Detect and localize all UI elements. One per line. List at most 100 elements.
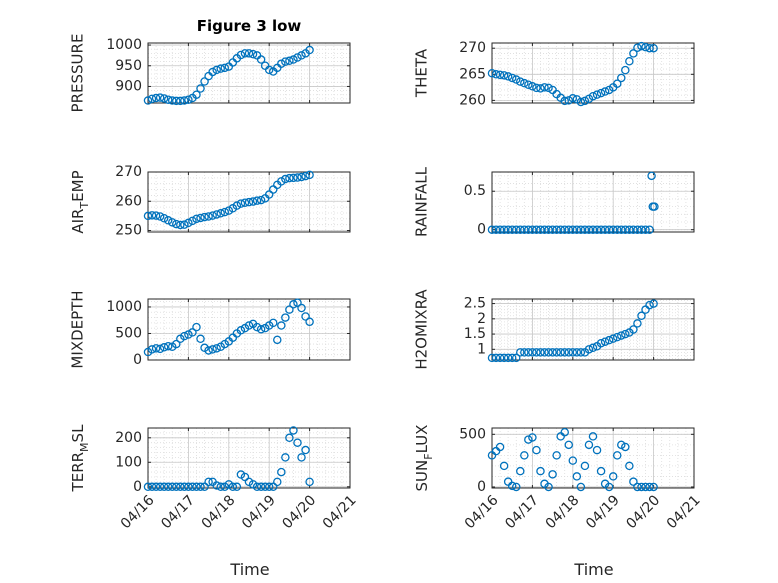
subplot-5: 0 500 1000 MIXDEPTH xyxy=(69,290,351,369)
data-point xyxy=(503,225,513,234)
y-axis-label-2: THETA xyxy=(413,48,431,98)
data-point xyxy=(629,225,638,234)
data-point xyxy=(576,482,586,492)
data-point xyxy=(200,212,209,222)
data-point xyxy=(524,225,533,234)
y-tick-label: 500 xyxy=(115,325,142,341)
data-point xyxy=(159,213,169,223)
data-point xyxy=(293,438,302,447)
data-point xyxy=(151,211,161,220)
data-point xyxy=(507,73,517,83)
data-point xyxy=(305,477,314,487)
data-point xyxy=(285,305,294,314)
data-point xyxy=(641,225,650,234)
data-point xyxy=(305,170,314,180)
data-point xyxy=(143,211,153,221)
y-axis-label-6: H2OMIXRA xyxy=(413,289,431,370)
data-point xyxy=(580,461,590,471)
data-point xyxy=(196,482,205,492)
data-point xyxy=(516,77,525,86)
y-tick-label: 200 xyxy=(115,430,142,446)
data-point xyxy=(584,225,594,234)
data-point xyxy=(216,64,225,73)
data-point xyxy=(184,330,193,339)
data-point xyxy=(649,482,658,492)
data-point xyxy=(180,96,189,105)
data-point xyxy=(285,433,294,443)
y-tick-label: 0 xyxy=(133,352,142,368)
data-point xyxy=(244,49,254,58)
data-point xyxy=(204,346,213,355)
y-tick-label: 270 xyxy=(459,40,486,56)
plot-area xyxy=(148,428,350,488)
data-point xyxy=(248,197,258,206)
data-point xyxy=(564,96,574,105)
data-point xyxy=(293,298,302,307)
data-point xyxy=(196,84,205,93)
data-point xyxy=(491,225,501,234)
data-point xyxy=(641,482,650,492)
data-point xyxy=(200,77,209,86)
data-point xyxy=(180,220,189,229)
axes-box xyxy=(491,427,695,489)
data-point xyxy=(612,225,622,234)
data-point xyxy=(617,73,626,83)
data-point xyxy=(544,348,553,357)
data-point xyxy=(528,433,537,442)
data-point xyxy=(588,91,598,101)
data-point xyxy=(612,79,622,88)
y-tick-label: 2 xyxy=(477,311,486,327)
data-point xyxy=(273,335,282,345)
data-point xyxy=(621,442,630,452)
data-point xyxy=(637,41,646,51)
data-point xyxy=(264,65,274,75)
subplot-6: 11.522.5 H2OMIXRA xyxy=(413,289,695,370)
data-point xyxy=(167,482,177,492)
data-point xyxy=(495,353,505,363)
data-point xyxy=(608,225,618,234)
data-point xyxy=(536,466,545,476)
data-point xyxy=(572,348,582,357)
y-tick-label: 1 xyxy=(477,341,486,357)
data-point xyxy=(289,55,298,64)
data-point xyxy=(520,225,529,234)
y-tick-label: 950 xyxy=(115,58,142,74)
data-point xyxy=(151,93,161,103)
data-point xyxy=(524,435,533,444)
data-point xyxy=(305,317,314,327)
data-point xyxy=(507,225,517,234)
data-point xyxy=(548,470,557,479)
data-point xyxy=(491,70,501,79)
data-point xyxy=(159,343,169,352)
data-point xyxy=(596,338,606,348)
data-point xyxy=(232,201,242,210)
data-point xyxy=(289,426,298,435)
data-point xyxy=(564,440,574,450)
data-point xyxy=(608,472,618,481)
data-point xyxy=(163,95,173,104)
data-point xyxy=(516,466,525,476)
data-point xyxy=(536,348,545,357)
data-point xyxy=(645,300,654,310)
data-point xyxy=(277,59,286,68)
data-point xyxy=(204,477,213,487)
data-point xyxy=(172,219,181,229)
data-point xyxy=(516,225,525,234)
data-point xyxy=(143,482,153,492)
data-point xyxy=(588,225,598,234)
data-point xyxy=(572,225,582,234)
axes-box xyxy=(147,42,351,104)
data-point xyxy=(297,51,306,60)
data-point xyxy=(147,345,157,354)
data-point xyxy=(285,173,294,183)
data-point xyxy=(560,348,569,357)
y-tick-label: 500 xyxy=(459,426,486,442)
data-point xyxy=(487,225,497,234)
data-point xyxy=(511,75,521,84)
data-point xyxy=(147,94,157,104)
data-point xyxy=(143,96,153,105)
data-point xyxy=(264,482,274,492)
data-point xyxy=(649,43,658,53)
data-point xyxy=(596,225,606,234)
data-point xyxy=(621,225,630,234)
